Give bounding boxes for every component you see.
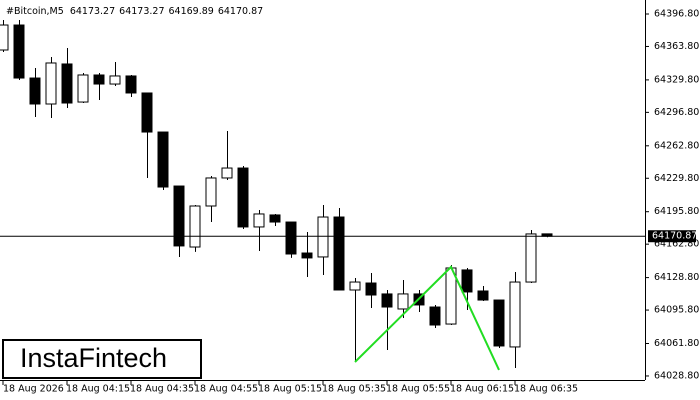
price-label: 64170.87 xyxy=(652,231,697,242)
x-tick-label: 18 Aug 06:35 xyxy=(514,384,578,395)
x-tick-label: 18 Aug 04:15 xyxy=(66,384,130,395)
candle-body xyxy=(525,233,537,283)
candle-body xyxy=(493,299,505,347)
candle-body xyxy=(381,293,393,308)
header: #Bitcoin,M5 64173.27 64173.27 64169.89 64170… xyxy=(6,6,263,17)
y-tick-label: 64229.80 xyxy=(654,173,699,184)
y-tick-label: 64162.80 xyxy=(654,239,699,250)
last-open: 64173.27 xyxy=(70,6,115,17)
candle-body xyxy=(157,131,169,188)
y-tick-label: 64363.80 xyxy=(654,41,699,52)
last-low: 64169.89 xyxy=(169,6,214,17)
candle-body xyxy=(173,185,185,247)
candle-body xyxy=(253,213,265,228)
candle-body xyxy=(29,77,41,105)
candle-body xyxy=(269,214,281,223)
x-tick-label: 18 Aug 04:55 xyxy=(194,384,258,395)
y-tick-label: 64028.80 xyxy=(654,370,699,381)
x-tick-label: 18 Aug 05:55 xyxy=(386,384,450,395)
x-tick-label: 18 Aug 05:35 xyxy=(322,384,386,395)
y-tick-label: 64329.80 xyxy=(654,74,699,85)
x-tick-label: 18 Aug 05:15 xyxy=(258,384,322,395)
candle-body xyxy=(301,252,313,259)
watermark-box xyxy=(2,339,202,379)
candle-body xyxy=(221,167,233,179)
candle-body xyxy=(13,24,25,79)
candle-body xyxy=(429,306,441,326)
candle-body xyxy=(317,216,329,258)
candle-body xyxy=(285,221,297,255)
candle-body xyxy=(77,74,89,103)
price-label-box xyxy=(648,230,696,243)
last-close: 64170.87 xyxy=(218,6,263,17)
y-tick-label: 64262.80 xyxy=(654,140,699,151)
y-tick-label: 64195.80 xyxy=(654,206,699,217)
y-tick-label: 64095.80 xyxy=(654,305,699,316)
candle-body xyxy=(365,282,377,296)
last-high: 64173.27 xyxy=(119,6,164,17)
candle-body xyxy=(461,269,473,293)
y-tick-label: 64061.80 xyxy=(654,338,699,349)
candle-body xyxy=(205,177,217,207)
candle-body xyxy=(509,281,521,348)
x-tick-label: 18 Aug 2026 xyxy=(3,384,64,395)
candle-body xyxy=(349,281,361,291)
candle-body xyxy=(45,62,57,105)
x-tick-label: 18 Aug 06:15 xyxy=(450,384,514,395)
candle-body xyxy=(189,205,201,248)
y-tick-label: 64296.80 xyxy=(654,107,699,118)
symbol: #Bitcoin,M5 xyxy=(6,6,64,17)
candle-body xyxy=(397,293,409,310)
candle-body xyxy=(125,75,137,94)
y-tick-label: 64396.80 xyxy=(654,9,699,20)
candle-body xyxy=(109,75,121,85)
pattern-line xyxy=(354,265,500,371)
candle-body xyxy=(477,290,489,301)
candle-body xyxy=(0,24,9,51)
watermark: InstaFintech xyxy=(20,343,167,373)
y-tick-label: 64128.80 xyxy=(654,272,699,283)
x-tick-label: 18 Aug 04:35 xyxy=(130,384,194,395)
candle-body xyxy=(141,92,153,133)
candle-body xyxy=(333,216,345,291)
candle-body xyxy=(93,74,105,85)
candle-body xyxy=(237,167,249,228)
candle-body xyxy=(61,63,73,104)
